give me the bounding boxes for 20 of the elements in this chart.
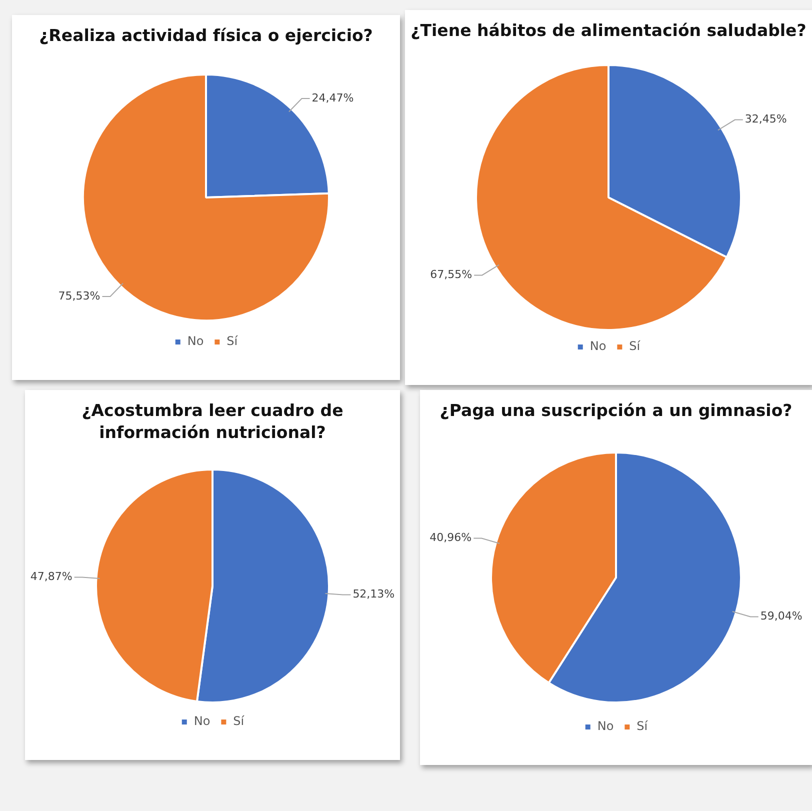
legend-label: Sí [233,714,245,728]
data-label: 52,13% [352,588,395,601]
legend-label: Sí [636,719,648,734]
data-label: 32,45% [744,112,787,126]
data-label: 47,87% [30,570,72,584]
chart-title: ¿Paga una suscripción a un gimnasio? [438,400,794,422]
legend-label: No [187,334,204,348]
data-label: 24,47% [312,91,354,104]
data-label: 59,04% [760,610,802,623]
legend-label: Sí [629,339,641,354]
data-label: 40,96% [430,531,472,544]
chart-title: ¿Realiza actividad física o ejercicio? [38,25,374,47]
data-label: 67,55% [430,268,472,282]
legend-label: No [194,714,210,728]
chart-title: ¿Tiene hábitos de alimentación saludable? [410,20,808,42]
data-label: 75,53% [58,289,100,302]
legend-label: No [590,339,606,354]
legend-label: Sí [226,334,238,348]
legend-label: No [597,719,614,734]
chart-title: ¿Acostumbra leer cuadro de información nutricional? [80,400,344,444]
